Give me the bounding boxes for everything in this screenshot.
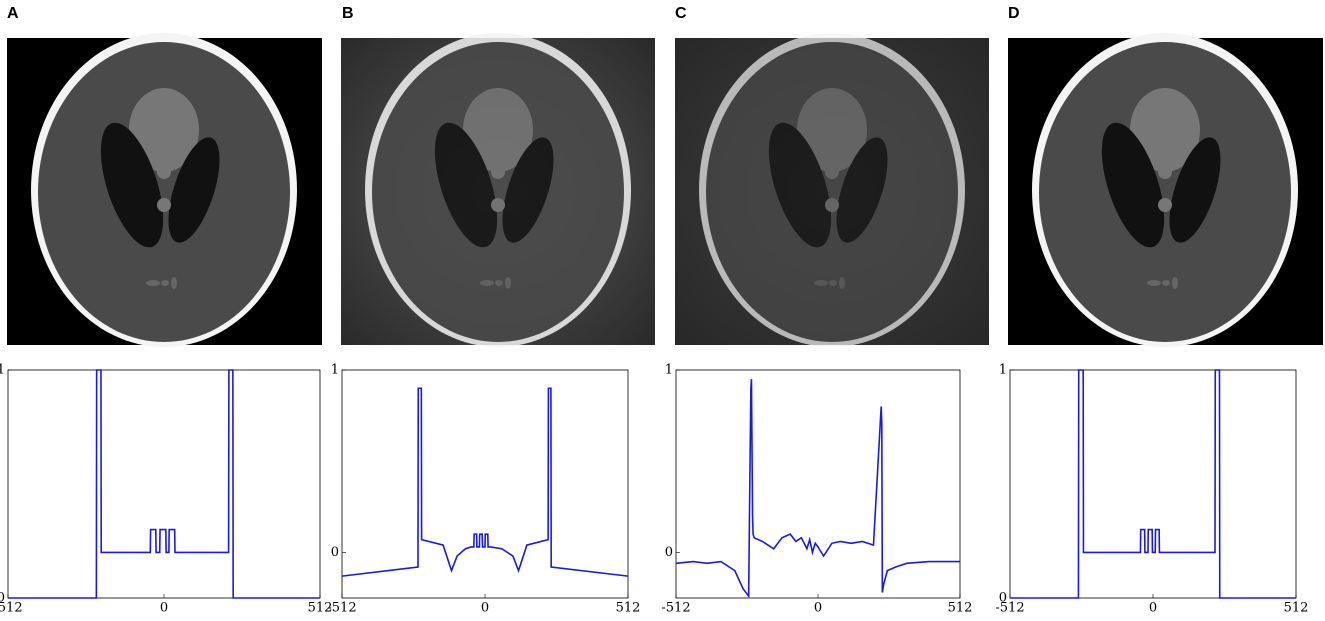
y-tick-label: 1 [0,363,5,378]
panel-letter: D [1008,5,1020,22]
x-tick-label: 0 [814,601,822,616]
x-tick-label: 512 [308,601,333,616]
y-tick-label: 1 [665,363,673,378]
x-tick-label: 0 [481,601,489,616]
panel-letter: C [675,5,687,22]
plot-frame [341,369,629,599]
phantom-image [365,33,631,347]
y-tick-label: 0 [331,545,339,560]
profile-line [341,387,629,577]
x-tick-label: 512 [948,601,973,616]
x-tick-label: 0 [160,601,168,616]
plot-frame [675,369,961,599]
x-tick-label: -512 [995,601,1024,616]
x-tick-label: -512 [327,601,356,616]
y-tick-label: 0 [999,591,1007,606]
x-tick-label: 0 [1149,601,1157,616]
profile-line [675,379,960,599]
phantom-image [1032,33,1298,347]
x-tick-label: -512 [661,601,690,616]
profile-line [8,369,320,599]
phantom-image [699,33,965,347]
panel-letter: B [342,5,354,22]
y-tick-label: 0 [665,545,673,560]
profile-line [1010,369,1296,599]
plot-frame [1009,369,1297,599]
y-tick-label: 1 [331,363,339,378]
panel-letter: A [7,5,19,22]
x-tick-label: 512 [1284,601,1309,616]
y-tick-label: 0 [0,591,5,606]
x-tick-label: -512 [0,601,23,616]
plot-frame [7,369,321,599]
x-tick-label: 512 [616,601,641,616]
y-tick-label: 1 [999,363,1007,378]
phantom-image [31,33,297,347]
